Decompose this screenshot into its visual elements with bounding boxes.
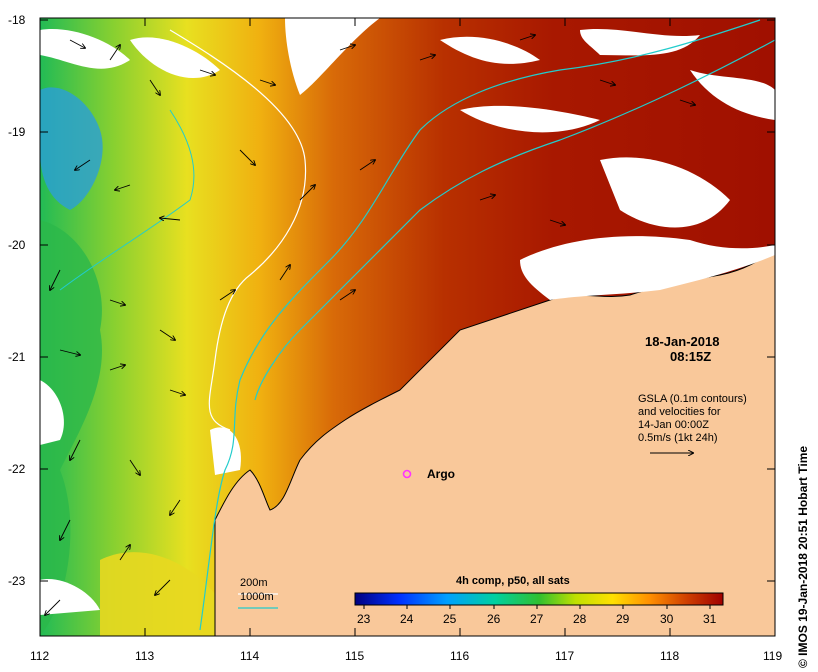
colorbar-tick: 24 [400,612,414,626]
lat-label: -20 [8,238,26,252]
map-frame [39,17,776,637]
gsla-line: 0.5m/s (1kt 24h) [638,432,718,444]
lon-label: 112 [30,649,49,663]
date-line: 18-Jan-2018 [645,334,720,349]
argo-marker[interactable] [402,469,412,479]
colorbar-tick: 23 [357,612,371,626]
lon-label: 119 [763,649,782,663]
gsla-line: GSLA (0.1m contours) [638,393,747,405]
colorbar-tick: 29 [616,612,630,626]
colorbar-tick: 25 [443,612,457,626]
contour-1000m [199,19,761,631]
velocity-arrows [45,35,695,615]
lat-label: -23 [8,574,26,588]
colorbar-tick: 30 [660,612,674,626]
lat-label: -18 [8,13,26,27]
lon-label: 116 [450,649,469,663]
lon-label: 118 [660,649,679,663]
lon-label: 114 [240,649,259,663]
gsla-line: 14-Jan 00:00Z [638,419,709,431]
colorbar-tick: 31 [703,612,717,626]
cool-patch [40,87,103,210]
argo-label: Argo [427,467,455,481]
colorbar-tick: 28 [573,612,587,626]
colorbar-tick: 26 [487,612,501,626]
gsla-legend: GSLA (0.1m contours) and velocities for … [638,393,747,445]
colorbar [354,592,724,606]
gsla-line: and velocities for [638,406,721,418]
lat-label: -19 [8,125,26,139]
lat-label: -22 [8,462,26,476]
colorbar-tick: 27 [530,612,544,626]
lon-label: 117 [555,649,574,663]
green-band [40,220,102,636]
lat-label: -21 [8,350,26,364]
time-line: 08:15Z [670,349,712,364]
contour-200m [169,29,307,431]
lon-label: 115 [345,649,364,663]
credit-text: © IMOS 19-Jan-2018 20:51 Hobart Time [796,445,810,668]
lon-label: 113 [135,649,154,663]
colorbar-title: 4h comp, p50, all sats [456,575,570,587]
legend-200m-label: 200m [240,577,268,589]
legend-1000m-label: 1000m [240,591,274,603]
date-label: 18-Jan-2018 08:15Z [645,334,719,364]
cloud-gaps [40,18,775,615]
axis-ticks [40,18,775,636]
